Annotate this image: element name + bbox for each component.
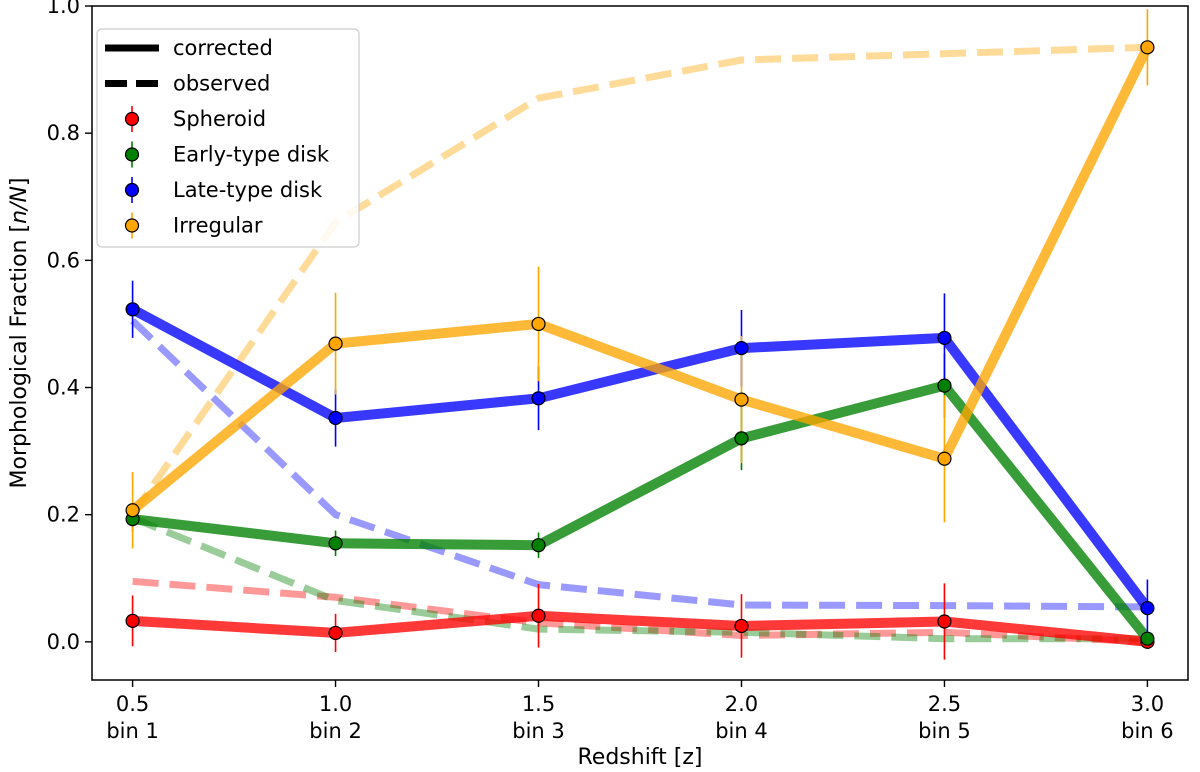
late-type-disk-point-6 bbox=[1140, 601, 1155, 616]
x-tick-label-4: 2.0 bbox=[725, 692, 758, 716]
spheroid-point-1 bbox=[125, 613, 140, 628]
y-tick-label-5: 0.8 bbox=[47, 121, 80, 145]
early-type-disk-point-3 bbox=[531, 538, 546, 553]
irregular-point-1 bbox=[125, 503, 140, 518]
late-type-disk-point-5 bbox=[937, 330, 952, 346]
early-type-disk-point-4 bbox=[734, 431, 749, 446]
y-tick-label-6: 1.0 bbox=[47, 0, 80, 18]
axes-layer: 0.5 bin 1 1.0 bin 2 1.5 bin 3 2.0 bin 4 2.5 bin 5… bbox=[47, 0, 1174, 743]
legend-early-type-disk-marker bbox=[124, 147, 140, 162]
legend: corrected observed Spheroid Early-type disk… bbox=[96, 28, 360, 248]
early-type-disk-point-2 bbox=[328, 536, 343, 551]
legend-early-type-disk-label: Early-type disk bbox=[173, 143, 330, 167]
legend-observed-label: observed bbox=[173, 72, 270, 96]
x-bin-label-5: bin 5 bbox=[918, 719, 971, 743]
irregular-point-2 bbox=[328, 336, 343, 351]
y-axis-label-italic: n/N bbox=[7, 186, 32, 224]
legend-irregular-label: Irregular bbox=[173, 214, 263, 238]
early-type-disk-point-5 bbox=[937, 378, 952, 393]
late-type-disk-point-1 bbox=[125, 302, 140, 317]
early-type-disk-corrected-line bbox=[132, 380, 1152, 642]
early-type-disk-observed-line bbox=[131, 514, 1148, 643]
x-axis-label: Redshift [z] bbox=[577, 745, 702, 770]
legend-irregular-marker bbox=[124, 218, 140, 233]
spheroid-point-2 bbox=[328, 625, 343, 641]
late-type-disk-point-3 bbox=[531, 391, 546, 406]
irregular-point-6 bbox=[1140, 40, 1155, 55]
legend-late-type-disk-label: Late-type disk bbox=[173, 178, 323, 202]
legend-late-type-disk-marker bbox=[124, 182, 140, 198]
y-tick-label-4: 0.6 bbox=[47, 248, 80, 272]
x-tick-label-6: 3.0 bbox=[1131, 692, 1164, 716]
legend-spheroid-label: Spheroid bbox=[173, 107, 266, 131]
late-type-disk-observed-line bbox=[130, 318, 1148, 611]
plot-frame bbox=[91, 5, 1189, 681]
x-tick-label-2: 1.0 bbox=[319, 692, 352, 716]
irregular-point-5 bbox=[937, 451, 952, 466]
x-tick-label-5: 2.5 bbox=[928, 692, 961, 716]
y-axis-label: Morphological Fraction [n/N] bbox=[7, 178, 32, 489]
late-type-disk-point-4 bbox=[734, 340, 749, 356]
x-tick-label-1: 0.5 bbox=[116, 692, 149, 716]
y-tick-label-3: 0.4 bbox=[47, 376, 80, 400]
x-tick-label-3: 1.5 bbox=[522, 692, 555, 716]
series-layer bbox=[125, 9, 1155, 660]
legend-corrected-label: corrected bbox=[173, 36, 273, 60]
legend-spheroid-marker bbox=[124, 111, 140, 127]
irregular-point-3 bbox=[531, 316, 546, 332]
y-tick-label-2: 0.2 bbox=[47, 503, 80, 527]
x-bin-label-6: bin 6 bbox=[1121, 719, 1174, 743]
y-axis-label-suffix: ] bbox=[7, 178, 32, 187]
x-bin-label-2: bin 2 bbox=[309, 719, 362, 743]
spheroid-point-5 bbox=[937, 614, 952, 629]
early-type-disk-point-6 bbox=[1140, 631, 1155, 646]
irregular-observed-line bbox=[129, 43, 1148, 517]
x-bin-label-4: bin 4 bbox=[715, 719, 768, 743]
spheroid-point-4 bbox=[734, 618, 749, 634]
spheroid-point-3 bbox=[531, 608, 546, 623]
late-type-disk-point-2 bbox=[328, 410, 343, 426]
legend-box bbox=[96, 28, 360, 248]
spheroid-corrected-line bbox=[132, 610, 1148, 647]
irregular-corrected-line bbox=[129, 45, 1152, 515]
x-bin-label-3: bin 3 bbox=[512, 719, 565, 743]
spheroid-observed-line bbox=[132, 577, 1148, 646]
y-axis-label-prefix: Morphological Fraction [ bbox=[7, 224, 32, 489]
y-tick-label-1: 0.0 bbox=[47, 630, 80, 654]
irregular-point-4 bbox=[734, 392, 749, 407]
x-bin-label-1: bin 1 bbox=[106, 719, 159, 743]
